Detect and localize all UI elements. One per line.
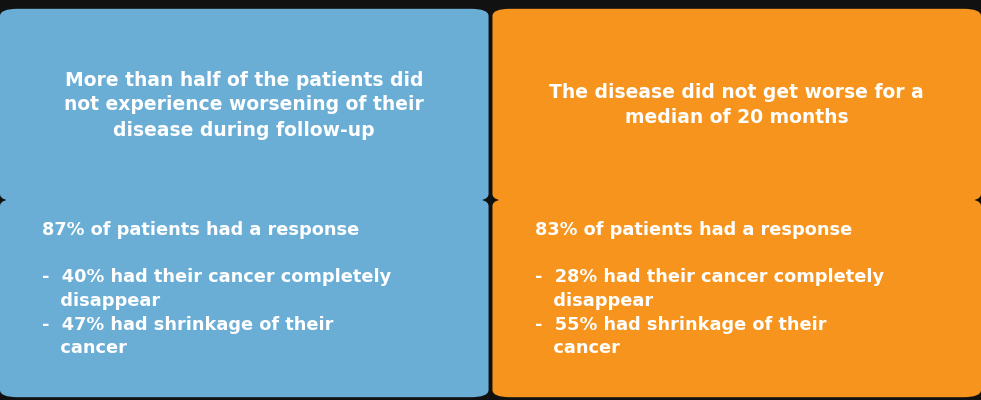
Text: 87% of patients had a response

-  40% had their cancer completely
   disappear
: 87% of patients had a response - 40% had…: [42, 221, 391, 357]
Text: The disease did not get worse for a
median of 20 months: The disease did not get worse for a medi…: [549, 83, 924, 127]
FancyBboxPatch shape: [0, 199, 489, 397]
FancyBboxPatch shape: [492, 9, 981, 201]
FancyBboxPatch shape: [0, 9, 489, 201]
Text: 83% of patients had a response

-  28% had their cancer completely
   disappear
: 83% of patients had a response - 28% had…: [535, 221, 884, 357]
FancyBboxPatch shape: [492, 199, 981, 397]
Text: More than half of the patients did
not experience worsening of their
disease dur: More than half of the patients did not e…: [65, 70, 424, 140]
